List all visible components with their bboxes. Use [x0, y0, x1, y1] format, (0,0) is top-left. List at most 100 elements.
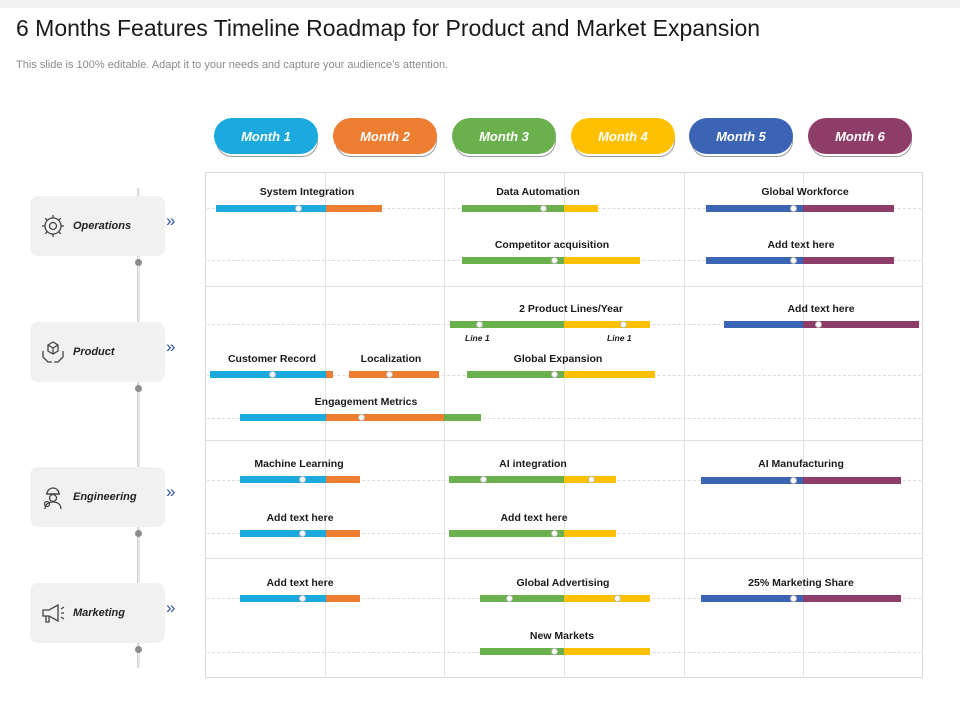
task-bar-month4 [564, 530, 616, 537]
chevron-right-icon: » [166, 211, 176, 230]
task-bar-month2 [326, 476, 360, 483]
guide-line [207, 418, 921, 419]
task-bar-month3 [462, 205, 564, 212]
task-label: Customer Record [227, 353, 317, 365]
task-label: AI integration [499, 458, 567, 470]
month-1-pill: Month 1 [214, 118, 318, 154]
milestone-dot [476, 321, 483, 328]
milestone-dot [299, 476, 306, 483]
task-bar-month5 [701, 477, 803, 484]
task-bar-month6 [803, 595, 901, 602]
grid-divider [564, 172, 565, 678]
milestone-dot [551, 371, 558, 378]
task-bar-month5 [706, 205, 803, 212]
chevron-right-icon: » [166, 598, 176, 617]
month-4-pill: Month 4 [571, 118, 675, 154]
task-bar-month3 [450, 321, 564, 328]
task-bar-month3 [480, 648, 564, 655]
task-label: 25% Marketing Share [748, 577, 854, 589]
page-subtitle: This slide is 100% editable. Adapt it to… [16, 59, 449, 71]
task-bar-month2 [326, 205, 382, 212]
spine-dot [135, 385, 142, 392]
task-bar-month3 [444, 414, 481, 421]
milestone-dot [551, 257, 558, 264]
task-bar-month4 [564, 205, 598, 212]
spine-dot [135, 646, 142, 653]
task-label: Machine Learning [254, 458, 344, 470]
month-6-pill: Month 6 [808, 118, 912, 154]
milestone-dot [269, 371, 276, 378]
milestone-dot [299, 530, 306, 537]
task-bar-month6 [803, 477, 901, 484]
chevron-right-icon: » [166, 337, 176, 356]
milestone-dot [620, 321, 627, 328]
milestone-dot [506, 595, 513, 602]
task-bar-month3 [467, 371, 564, 378]
milestone-dot [295, 205, 302, 212]
task-bar-month6 [803, 205, 894, 212]
category-engineering: Engineering [30, 467, 165, 527]
category-label: Product [73, 346, 115, 358]
task-label: Add text here [767, 239, 835, 251]
milestone-dot [551, 530, 558, 537]
milestone-dot [480, 476, 487, 483]
milestone-dot [790, 205, 797, 212]
milestone-dot [386, 371, 393, 378]
task-label: Competitor acquisition [494, 239, 610, 251]
month-3-pill: Month 3 [452, 118, 556, 154]
task-label: Global Advertising [516, 577, 610, 589]
row-divider [205, 558, 923, 559]
milestone-dot [551, 648, 558, 655]
task-bar-month1 [216, 205, 326, 212]
task-label: System Integration [259, 186, 355, 198]
timeline-spine [137, 188, 140, 668]
milestone-dot [815, 321, 822, 328]
milestone-dot [790, 257, 797, 264]
task-label: Localization [360, 353, 422, 365]
task-bar-month5 [724, 321, 803, 328]
task-bar-month1 [240, 476, 326, 483]
month-2-pill: Month 2 [333, 118, 437, 154]
grid-divider [325, 172, 326, 678]
task-bar-month4 [564, 648, 650, 655]
category-label: Engineering [73, 491, 137, 503]
task-bar-month2 [326, 414, 444, 421]
line-marker-label: Line 1 [465, 333, 490, 343]
grid-divider [684, 172, 685, 678]
task-bar-month5 [701, 595, 803, 602]
milestone-dot [614, 595, 621, 602]
task-bar-month1 [240, 414, 326, 421]
task-label: AI Manufacturing [758, 458, 844, 470]
box-hands-icon [39, 338, 67, 366]
milestone-dot [588, 476, 595, 483]
task-bar-month2 [326, 530, 360, 537]
task-bar-month4 [564, 595, 650, 602]
task-bar-month1 [240, 530, 326, 537]
grid-divider [444, 172, 445, 678]
task-bar-month1 [240, 595, 326, 602]
engineer-icon [39, 483, 67, 511]
page-title: 6 Months Features Timeline Roadmap for P… [16, 15, 761, 41]
task-bar-month2 [349, 371, 439, 378]
task-bar-month1 [210, 371, 326, 378]
row-divider [205, 286, 923, 287]
task-bar-month4 [564, 257, 640, 264]
task-label: New Markets [529, 630, 595, 642]
spine-dot [135, 530, 142, 537]
task-label: Add text here [266, 577, 334, 589]
row-divider [205, 440, 923, 441]
task-label: Global Expansion [513, 353, 603, 365]
task-label: Data Automation [496, 186, 580, 198]
milestone-dot [540, 205, 547, 212]
category-product: Product [30, 322, 165, 382]
task-bar-month5 [706, 257, 803, 264]
task-bar-month6 [803, 321, 919, 328]
task-label: Add text here [787, 303, 855, 315]
task-bar-month2 [326, 595, 360, 602]
category-marketing: Marketing [30, 583, 165, 643]
chevron-right-icon: » [166, 482, 176, 501]
spine-dot [135, 259, 142, 266]
gear-cog-icon [39, 212, 67, 240]
line-marker-label: Line 1 [607, 333, 632, 343]
task-bar-month3 [449, 530, 564, 537]
